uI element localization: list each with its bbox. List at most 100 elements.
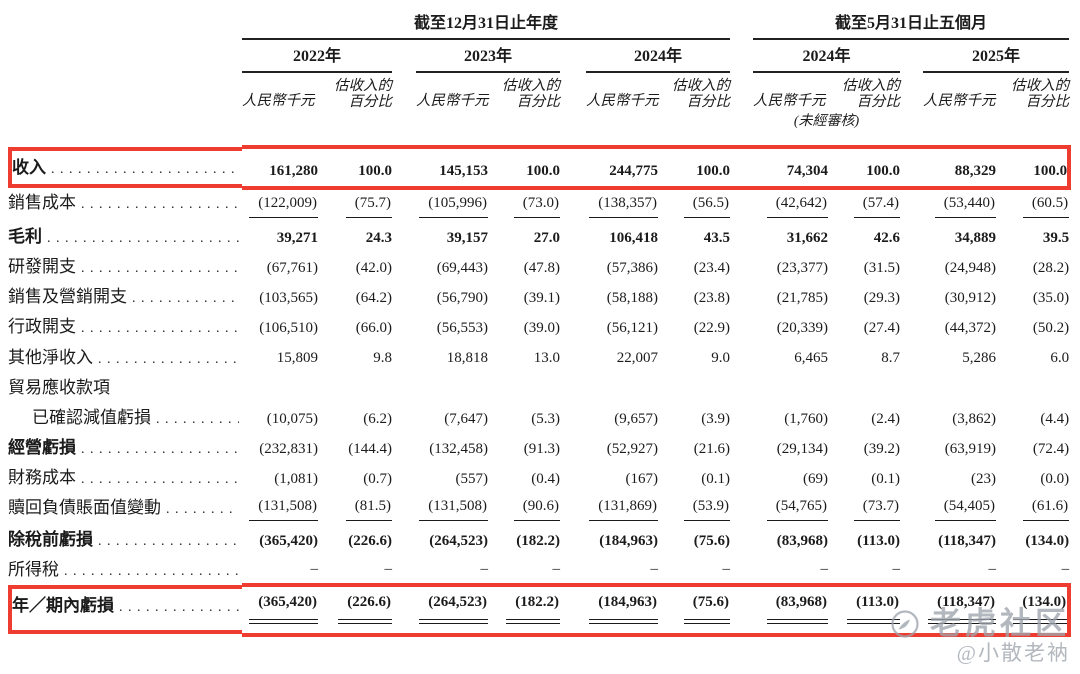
cell-value: (167) xyxy=(625,470,659,487)
column-gap xyxy=(900,403,923,433)
cell-value: (131,508) xyxy=(249,497,318,521)
column-gap xyxy=(392,72,416,112)
cell-value: (182.2) xyxy=(506,593,560,624)
pct-label-line2: 百分比 xyxy=(348,94,393,111)
column-gap xyxy=(900,555,923,585)
table-row: 研發開支 (67,761) (42.0) (69,443) (47.8) (57,386)… xyxy=(8,252,1069,282)
cell-value: (20,339) xyxy=(776,320,829,337)
cell-value: – xyxy=(892,560,901,577)
percent-cell: (90.6) xyxy=(488,493,560,525)
column-gap xyxy=(730,112,753,147)
cell-value: (365,420) xyxy=(259,532,318,549)
column-gap xyxy=(900,222,923,252)
cell-value: (113.0) xyxy=(857,532,901,549)
amount-cell xyxy=(923,373,996,403)
column-gap xyxy=(560,72,586,112)
cell-value: (27.4) xyxy=(863,320,901,337)
cell-value: 31,662 xyxy=(786,229,829,246)
cell-value: (39.1) xyxy=(523,289,560,306)
column-gap xyxy=(560,112,586,147)
amount-cell: (29,134) xyxy=(753,433,828,463)
cell-value: 106,418 xyxy=(609,229,658,246)
cell-value: (131,869) xyxy=(589,497,658,521)
column-gap xyxy=(730,39,753,72)
column-gap xyxy=(730,343,753,373)
row-label-cell: 收入 xyxy=(8,147,242,189)
row-label: 除稅前虧損 xyxy=(8,529,93,549)
cell-value: 8.7 xyxy=(881,350,901,367)
cell-value: (29.3) xyxy=(863,289,901,306)
table-row: 贖回負債賬面值變動 (131,508) (81.5) (131,508) (90.6) (… xyxy=(8,493,1070,525)
dot-leader xyxy=(81,316,239,338)
percent-cell: (81.5) xyxy=(318,493,392,525)
cell-value: 15,809 xyxy=(276,350,318,367)
dot-leader xyxy=(98,347,239,369)
cell-value: (66.0) xyxy=(355,320,392,337)
percent-cell: (57.4) xyxy=(828,188,901,222)
amount-unit-label: 人民幣千元 xyxy=(753,93,826,110)
cell-value: (0.1) xyxy=(871,470,901,487)
cell-value: 13.0 xyxy=(533,350,560,367)
amount-cell: 6,465 xyxy=(753,343,828,373)
amount-cell: (3,862) xyxy=(923,403,996,433)
year-2023: 2023年 xyxy=(416,38,560,73)
pct-label-line2: 百分比 xyxy=(856,94,901,111)
cell-value: (56,121) xyxy=(606,320,658,337)
column-gap xyxy=(730,433,753,463)
row-label: 研發開支 xyxy=(8,257,76,276)
dot-leader xyxy=(166,497,239,519)
amount-cell: (557) xyxy=(416,463,489,493)
column-gap xyxy=(560,403,586,433)
watermark-brand: 老虎社区 xyxy=(930,606,1070,641)
amount-cell: (118,347) xyxy=(923,583,997,637)
amount-cell: (131,508) xyxy=(416,493,488,525)
amount-unit-label: 人民幣千元 xyxy=(923,93,996,110)
cell-value: (24,948) xyxy=(944,259,997,276)
percent-cell: (5.3) xyxy=(488,403,560,433)
row-label: 財務成本 xyxy=(8,468,76,488)
column-gap xyxy=(900,463,923,493)
cell-value: (5.3) xyxy=(531,410,560,427)
cell-value: (42,642) xyxy=(766,194,829,218)
column-gap xyxy=(730,252,753,282)
percent-cell: – xyxy=(658,555,731,585)
cell-value: (122,009) xyxy=(249,194,318,218)
amount-cell: (53,440) xyxy=(923,188,997,222)
table-row: 銷售成本 (122,009) (75.7) (105,996) (73.0) (138,3… xyxy=(8,188,1070,222)
column-gap xyxy=(560,222,586,252)
empty-cell xyxy=(8,72,242,112)
percent-cell xyxy=(828,373,900,403)
pct-label-line2: 百分比 xyxy=(686,94,731,111)
cell-value: (264,523) xyxy=(419,593,488,624)
year-2022: 2022年 xyxy=(242,38,392,73)
amount-cell: (23,377) xyxy=(753,252,828,282)
column-gap xyxy=(392,39,416,72)
amount-cell: (131,869) xyxy=(586,493,658,525)
cell-value: (54,765) xyxy=(766,497,829,521)
cell-value: (118,347) xyxy=(938,532,997,549)
amount-cell: (83,968) xyxy=(753,583,829,637)
row-label: 貿易應收款項 xyxy=(8,377,110,397)
subheader-group: 人民幣千元 估收入的 百分比 xyxy=(753,72,900,112)
cell-value: (103,565) xyxy=(259,289,318,306)
percent-cell: (61.6) xyxy=(996,493,1070,525)
cell-value: 145,153 xyxy=(439,162,488,179)
amount-cell: – xyxy=(923,555,997,585)
cell-value: 24.3 xyxy=(365,229,392,246)
percent-cell: (75.7) xyxy=(318,188,392,222)
amount-cell: (9,657) xyxy=(586,403,658,433)
empty-cell xyxy=(586,112,730,147)
cell-value: – xyxy=(988,560,997,577)
amount-cell: (122,009) xyxy=(242,188,318,222)
amount-unit-label: 人民幣千元 xyxy=(416,93,489,110)
column-gap xyxy=(730,222,753,252)
column-gap xyxy=(560,373,586,403)
percent-cell: (42.0) xyxy=(318,252,392,282)
amount-cell: 244,775 xyxy=(586,145,658,191)
cell-value: (118,347) xyxy=(928,593,997,624)
column-gap xyxy=(392,282,416,312)
percent-cell: 100.0 xyxy=(318,145,392,191)
cell-value: 18,818 xyxy=(446,350,488,367)
row-label-cell: 行政開支 xyxy=(8,312,242,342)
column-gap xyxy=(392,403,416,433)
